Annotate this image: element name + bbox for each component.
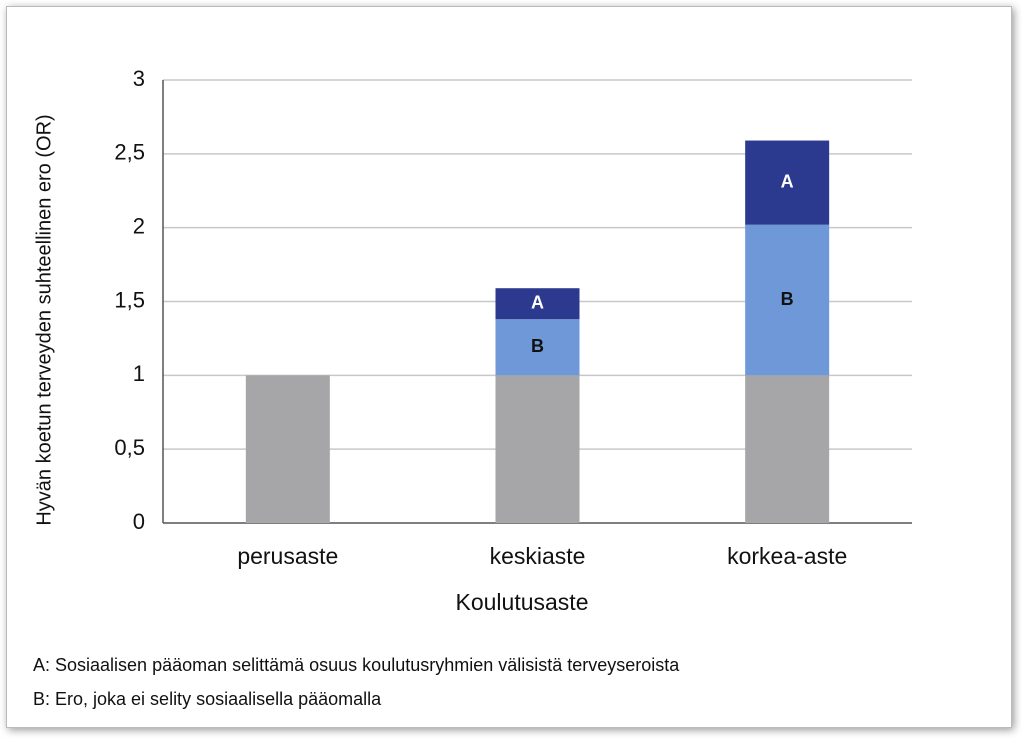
y-tick-label: 2,5 xyxy=(114,140,145,165)
y-tick-label: 1,5 xyxy=(114,287,145,312)
x-tick-label: keskiaste xyxy=(490,543,586,569)
y-tick-label: 0 xyxy=(133,509,145,534)
segment-label: B xyxy=(781,289,794,309)
bar-segment xyxy=(745,140,830,225)
bar-segment xyxy=(745,375,830,523)
segment-label: B xyxy=(531,336,544,356)
y-tick-label: 1 xyxy=(133,361,145,386)
y-tick-label: 0,5 xyxy=(114,435,145,460)
y-axis-label: Hyvän koetun terveyden suhteellinen ero … xyxy=(33,114,55,525)
frame xyxy=(6,6,1012,728)
note: A: Sosiaalisen pääoman selittämä osuus k… xyxy=(33,655,680,675)
bar-segment xyxy=(245,375,330,523)
x-axis-label: Koulutusaste xyxy=(456,589,589,615)
note: B: Ero, joka ei selity sosiaalisella pää… xyxy=(33,689,382,709)
bar-segment xyxy=(495,375,580,523)
bar-segment xyxy=(495,288,580,320)
x-tick-label: korkea-aste xyxy=(727,543,847,569)
bar-segment xyxy=(745,224,830,376)
y-tick-label: 3 xyxy=(133,66,145,91)
segment-label: A xyxy=(781,171,794,191)
y-tick-label: 2 xyxy=(133,213,145,238)
segment-label: A xyxy=(531,292,544,312)
x-tick-label: perusaste xyxy=(237,543,338,569)
bar-segment xyxy=(495,319,580,376)
